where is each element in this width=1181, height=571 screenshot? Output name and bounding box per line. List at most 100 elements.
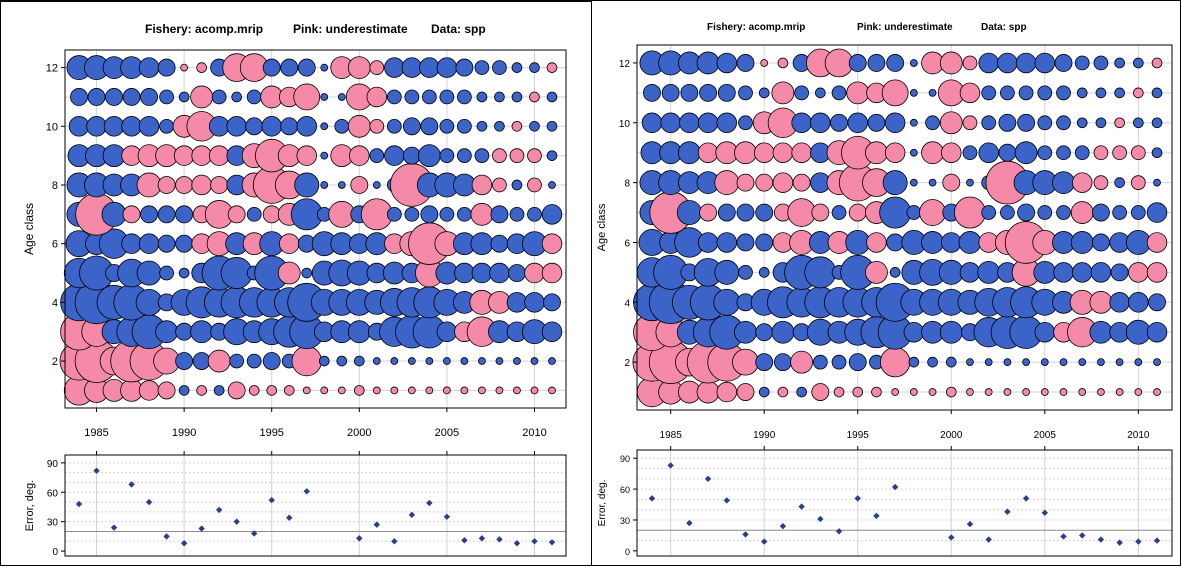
bubble-point <box>390 386 399 395</box>
bubble-point <box>833 386 845 398</box>
bubble-y-tick-label: 8 <box>624 179 630 190</box>
bubble-y-axis-label: Age class <box>22 203 36 255</box>
bubble-point <box>755 233 774 252</box>
bubble-point <box>1040 388 1049 396</box>
bubble-point <box>436 57 458 78</box>
bubble-point <box>420 205 439 224</box>
error-point <box>1022 495 1030 502</box>
bubble-point <box>138 116 160 137</box>
error-point <box>742 531 749 538</box>
bubble-point <box>191 145 212 166</box>
bubble-point <box>280 117 299 136</box>
bubble-point <box>246 353 262 369</box>
bubble-point <box>369 148 385 163</box>
bubble-point <box>736 54 755 72</box>
bubble-point <box>736 383 755 401</box>
bubble-point <box>138 57 160 78</box>
bubble-point <box>1133 57 1144 69</box>
bubble-point <box>755 203 774 222</box>
bubble-point <box>791 112 812 134</box>
error-point <box>1135 538 1142 545</box>
bubble-point <box>773 353 792 372</box>
bubble-point <box>846 81 870 105</box>
bubble-point <box>1093 145 1109 161</box>
bubble-point <box>384 145 405 166</box>
bubble-point <box>178 267 190 279</box>
bubble-y-axis-label: Age class <box>596 203 608 251</box>
bubble-point <box>337 93 346 101</box>
bubble-point <box>1146 262 1168 283</box>
bubble-point <box>548 357 556 365</box>
bubble-point <box>246 206 262 222</box>
bubble-point <box>296 116 317 137</box>
error-point <box>198 525 205 532</box>
bubble-point <box>939 320 963 344</box>
bubble-point <box>758 267 770 278</box>
bubble-point <box>882 170 908 196</box>
bubble-point <box>511 91 523 103</box>
bubble-point <box>208 145 230 166</box>
bubble-point <box>470 202 494 226</box>
bubble-point <box>262 205 281 224</box>
bubble-point <box>541 204 563 225</box>
bubble-point <box>1034 321 1056 343</box>
error-point <box>798 503 805 510</box>
bubble-point <box>928 88 937 97</box>
bubble-point <box>1130 205 1146 220</box>
bubble-point <box>349 145 370 166</box>
error-point <box>1153 537 1161 544</box>
bubble-point <box>86 116 107 137</box>
error-point <box>373 521 381 528</box>
bubble-point <box>831 85 847 101</box>
bubble-point <box>68 116 90 137</box>
bubble-point <box>909 118 918 127</box>
bubble-point <box>155 320 179 344</box>
bubble-point <box>301 267 313 279</box>
chart-title-part: Fishery: acomp.mrip <box>707 22 805 33</box>
error-point <box>835 528 843 535</box>
error-point <box>686 519 693 527</box>
right-panel: Fishery: acomp.mrip Pink: underestimate Da… <box>592 0 1180 571</box>
bubble-y-tick-label: 10 <box>46 121 58 133</box>
bubble-point <box>280 58 299 77</box>
bubble-point <box>524 262 545 284</box>
bubble-y-tick-label: 6 <box>52 239 58 251</box>
bubble-point <box>736 233 755 252</box>
bubble-point <box>1078 388 1087 396</box>
bubble-point <box>246 89 262 105</box>
bubble-x-tick-label: 2000 <box>940 430 963 441</box>
bubble-point <box>921 231 944 254</box>
error-point <box>948 534 955 541</box>
bubble-point <box>175 234 194 253</box>
bubble-point <box>981 85 997 101</box>
bubble-point <box>714 170 740 196</box>
error-point <box>873 512 880 520</box>
error-point <box>513 540 521 547</box>
bubble-point <box>777 386 789 398</box>
bubble-point <box>296 145 317 166</box>
bubble-point <box>939 111 963 135</box>
bubble-point <box>643 83 661 102</box>
panel-divider <box>591 0 592 566</box>
bubble-point <box>1148 293 1166 312</box>
bubble-point <box>509 206 525 222</box>
bubble-point <box>677 141 701 165</box>
bubble-point <box>402 146 421 165</box>
right-chart: Fishery: acomp.mrip Pink: underestimate Da… <box>596 22 1173 557</box>
bubble-point <box>490 205 509 224</box>
bubble-point <box>810 112 831 134</box>
bubble-point <box>909 59 918 67</box>
bubble-point <box>1070 231 1094 254</box>
bubble-point <box>334 118 350 134</box>
bubble-point <box>755 353 774 372</box>
bubble-point <box>847 112 868 134</box>
bubble-point <box>366 86 388 108</box>
bubble-y-tick-label: 8 <box>52 180 58 192</box>
bubble-point <box>369 118 385 134</box>
bubble-point <box>978 52 999 74</box>
bubble-point <box>1109 292 1130 313</box>
bubble-point <box>794 85 809 101</box>
error-y-tick-label: 0 <box>625 547 630 557</box>
bubble-point <box>1071 262 1093 283</box>
error-point <box>966 520 974 528</box>
